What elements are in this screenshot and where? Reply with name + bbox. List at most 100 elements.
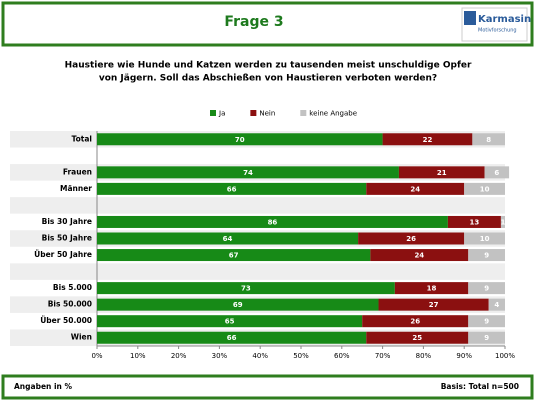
- footer-left: Angaben in %: [14, 382, 73, 391]
- y-tick-label: Männer: [60, 184, 92, 193]
- chart-title: von Jägern. Soll das Abschießen von Haus…: [99, 74, 437, 84]
- bar-segment: [378, 298, 489, 311]
- legend-swatch: [210, 110, 216, 116]
- bar-segment: [97, 182, 367, 195]
- bar-segment: [362, 315, 469, 328]
- value-label: 67: [229, 252, 239, 260]
- value-label: 10: [480, 185, 490, 193]
- bar-segment: [97, 282, 395, 295]
- bar-segment: [468, 331, 505, 344]
- row-stripe: [10, 263, 505, 280]
- footer-right: Basis: Total n=500: [441, 382, 519, 391]
- x-tick-label: 70%: [375, 352, 391, 360]
- y-tick-label: Wien: [71, 333, 92, 342]
- y-tick-label: Total: [72, 134, 93, 143]
- logo-text: Karmasin: [478, 14, 531, 25]
- legend-swatch: [250, 110, 257, 116]
- value-label: 1: [501, 218, 506, 226]
- value-label: 8: [486, 136, 491, 144]
- x-tick-label: 20%: [171, 352, 187, 360]
- value-label: 9: [484, 252, 489, 260]
- bar-segment: [382, 133, 473, 146]
- bar-segment: [97, 166, 399, 179]
- y-tick-label: Bis 5.000: [53, 283, 92, 292]
- value-label: 9: [484, 318, 489, 326]
- x-tick-label: 80%: [416, 352, 432, 360]
- bar-segment: [97, 331, 367, 344]
- bar-segment: [484, 166, 510, 179]
- value-label: 24: [414, 252, 424, 260]
- bar-segment: [97, 215, 448, 228]
- value-label: 10: [480, 235, 490, 243]
- header-title: Frage 3: [224, 14, 283, 30]
- logo-subtext: Motivforschung: [478, 28, 517, 34]
- y-tick-label: Bis 50 Jahre: [42, 234, 92, 243]
- value-label: 9: [484, 334, 489, 342]
- bar-segment: [488, 298, 505, 311]
- value-label: 6: [494, 169, 499, 177]
- bar-segment: [468, 315, 505, 328]
- x-tick-label: 60%: [334, 352, 350, 360]
- x-tick-label: 90%: [456, 352, 472, 360]
- bar-segment: [447, 215, 501, 228]
- bar-segment: [500, 215, 505, 228]
- value-label: 86: [268, 218, 278, 226]
- bar-segment: [394, 282, 469, 295]
- value-label: 27: [429, 301, 439, 309]
- bar-segment: [97, 133, 383, 146]
- value-label: 73: [241, 285, 251, 293]
- y-tick-label: Bis 30 Jahre: [42, 217, 92, 226]
- value-label: 66: [227, 334, 237, 342]
- footer-box: [1, 374, 534, 400]
- logo-icon: [464, 11, 476, 25]
- bar-segment: [468, 249, 505, 262]
- legend-swatch: [300, 110, 307, 116]
- value-label: 22: [423, 136, 433, 144]
- x-tick-label: 0%: [91, 352, 102, 360]
- bar-segment: [97, 315, 363, 328]
- y-tick-label: Über 50 Jahre: [34, 250, 92, 259]
- value-label: 18: [427, 285, 437, 293]
- value-label: 26: [410, 318, 420, 326]
- value-label: 70: [235, 136, 245, 144]
- x-tick-label: 10%: [130, 352, 146, 360]
- value-label: 24: [410, 185, 420, 193]
- bar-segment: [468, 282, 505, 295]
- legend-label: keine Angabe: [309, 110, 357, 118]
- y-tick-label: Bis 50.000: [48, 300, 92, 309]
- x-tick-label: 100%: [495, 352, 515, 360]
- value-label: 26: [406, 235, 416, 243]
- value-label: 64: [223, 235, 233, 243]
- value-label: 21: [437, 169, 447, 177]
- bar-segment: [472, 133, 505, 146]
- bar-segment: [358, 232, 465, 245]
- x-tick-label: 40%: [252, 352, 268, 360]
- bar-segment: [464, 182, 505, 195]
- bar-segment: [366, 331, 469, 344]
- value-label: 4: [494, 301, 499, 309]
- bar-segment: [97, 232, 359, 245]
- bar-segment: [366, 182, 465, 195]
- bar-segment: [97, 298, 379, 311]
- value-label: 66: [227, 185, 237, 193]
- bar-segment: [370, 249, 469, 262]
- legend-label: Ja: [218, 110, 225, 118]
- chart-title: Haustiere wie Hunde und Katzen werden zu…: [65, 61, 472, 71]
- bar-segment: [464, 232, 505, 245]
- bar-segment: [398, 166, 485, 179]
- value-label: 69: [233, 301, 243, 309]
- value-label: 74: [243, 169, 253, 177]
- header-box: [1, 1, 534, 47]
- x-tick-label: 30%: [212, 352, 228, 360]
- legend-label: Nein: [259, 110, 275, 118]
- value-label: 13: [470, 218, 480, 226]
- value-label: 25: [412, 334, 422, 342]
- y-tick-label: Über 50.000: [40, 316, 92, 325]
- value-label: 65: [225, 318, 235, 326]
- bar-segment: [97, 249, 371, 262]
- y-tick-label: Frauen: [63, 167, 92, 176]
- row-stripe: [10, 197, 505, 214]
- value-label: 9: [484, 285, 489, 293]
- x-tick-label: 50%: [293, 352, 309, 360]
